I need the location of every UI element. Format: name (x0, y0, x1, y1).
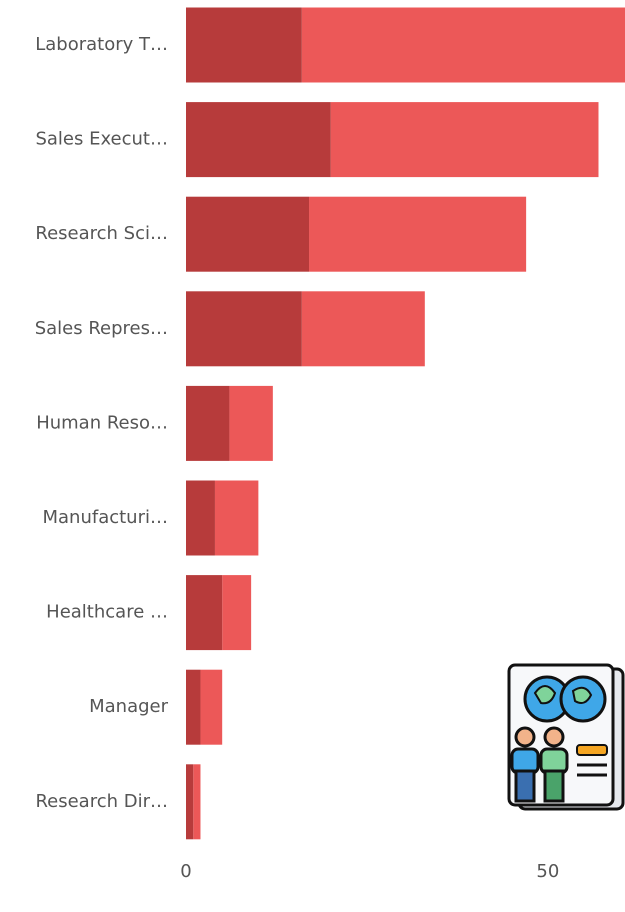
y-tick-label: Sales Execut… (35, 129, 168, 150)
y-tick-label: Laboratory T… (35, 34, 168, 55)
bar-segment (186, 7, 302, 83)
bar-segment (200, 669, 223, 745)
bar-segment (330, 102, 599, 178)
bar-segment (186, 669, 201, 745)
bar-segment (222, 575, 252, 651)
bar-segment (186, 291, 302, 367)
bar-segment (309, 196, 527, 272)
bar-segment (186, 196, 310, 272)
y-tick-label: Manufacturi… (42, 507, 168, 528)
bar-segment (186, 575, 223, 651)
x-tick-label: 0 (180, 861, 191, 882)
y-tick-label: Research Sci… (35, 223, 168, 244)
bar-segment (214, 480, 259, 556)
bar-segment (186, 764, 194, 840)
bar-segment (193, 764, 201, 840)
bar-segment (186, 480, 215, 556)
y-tick-label: Manager (89, 696, 168, 717)
bar-segment (229, 385, 273, 461)
bar-segment (301, 291, 425, 367)
decorative-icon (507, 663, 625, 811)
bar-segment (186, 385, 230, 461)
x-tick-label: 50 (536, 861, 559, 882)
y-tick-label: Human Reso… (36, 412, 168, 433)
y-tick-label: Healthcare … (46, 602, 168, 623)
y-tick-label: Sales Repres… (35, 318, 168, 339)
y-tick-label: Research Dir… (35, 791, 168, 812)
bar-segment (301, 7, 625, 83)
bar-segment (186, 102, 331, 178)
